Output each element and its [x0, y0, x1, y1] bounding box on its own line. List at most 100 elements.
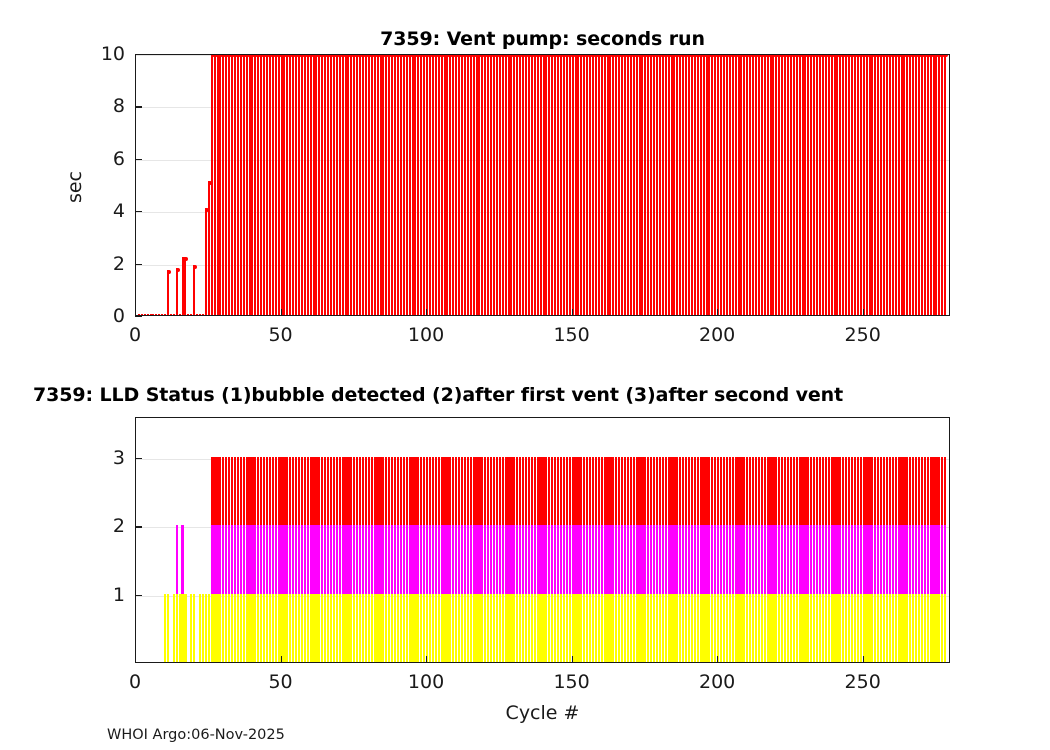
- status-bar-segment: [830, 525, 833, 594]
- status-bar-segment: [487, 593, 490, 662]
- status-bar-segment: [268, 525, 271, 594]
- status-bar-segment: [548, 593, 551, 662]
- stem-marker: [784, 55, 789, 57]
- stem-bar: [696, 55, 699, 315]
- status-bar-segment: [749, 525, 752, 594]
- status-bar-segment: [725, 457, 728, 526]
- status-bar-segment: [938, 457, 941, 526]
- status-bar-segment: [239, 457, 242, 526]
- status-bar-segment: [722, 593, 726, 662]
- status-bar-segment: [880, 525, 883, 594]
- stem-bar: [801, 55, 804, 315]
- stem-marker: [388, 55, 393, 57]
- stem-marker: [356, 55, 361, 57]
- stem-bar: [644, 55, 647, 315]
- stem-bar: [257, 55, 260, 315]
- status-bar-segment: [385, 525, 388, 594]
- stem-bar: [551, 55, 554, 315]
- stem-marker: [248, 55, 253, 57]
- stem-marker: [408, 55, 413, 57]
- status-bar-segment: [428, 593, 432, 662]
- status-bar-segment: [891, 525, 894, 594]
- status-bar-segment: [912, 457, 915, 526]
- stem-bar: [199, 314, 202, 315]
- stem-bar: [493, 55, 496, 315]
- status-bar-segment: [184, 593, 187, 662]
- stem-bar: [330, 55, 333, 315]
- status-bar-segment: [172, 593, 175, 662]
- stem-marker: [513, 55, 518, 57]
- status-bar-segment: [778, 525, 781, 594]
- status-bar-segment: [353, 457, 356, 526]
- status-bar-segment: [423, 525, 426, 594]
- stem-marker: [280, 55, 285, 57]
- stem-bar: [152, 314, 155, 315]
- stem-marker: [685, 55, 690, 57]
- status-bar-segment: [769, 593, 772, 662]
- status-bar-segment: [166, 593, 170, 662]
- stem-bar: [743, 55, 746, 315]
- x-tick-mark: [862, 309, 864, 316]
- stem-bar: [923, 55, 926, 315]
- stem-bar: [757, 55, 760, 315]
- status-bar-segment: [463, 457, 466, 526]
- status-bar-segment: [626, 593, 629, 662]
- status-bar-segment: [597, 457, 600, 526]
- stem-marker: [385, 55, 390, 57]
- status-bar-segment: [644, 525, 647, 594]
- stem-bar: [522, 55, 525, 315]
- status-bar-segment: [344, 593, 347, 662]
- stem-marker: [437, 55, 442, 57]
- status-bar-segment: [289, 593, 292, 662]
- stem-marker: [187, 315, 191, 316]
- status-bar-segment: [516, 457, 519, 526]
- status-bar-segment: [559, 457, 563, 526]
- stem-bar: [760, 55, 763, 315]
- stem-bar: [734, 55, 737, 315]
- stem-bar: [862, 55, 865, 315]
- status-bar-segment: [510, 525, 513, 594]
- status-bar-segment: [457, 593, 461, 662]
- status-bar-segment: [862, 525, 865, 594]
- status-bar-segment: [827, 525, 830, 594]
- status-bar-segment: [324, 593, 327, 662]
- status-bar-segment: [481, 457, 484, 526]
- status-bar-segment: [743, 457, 746, 526]
- stem-marker: [722, 55, 727, 57]
- status-bar-segment: [754, 593, 758, 662]
- stem-bar: [434, 55, 437, 315]
- status-bar-segment: [856, 457, 859, 526]
- status-bar-segment: [251, 525, 254, 594]
- stem-marker: [373, 55, 378, 57]
- status-bar-segment: [693, 525, 696, 594]
- status-bar-segment: [399, 593, 402, 662]
- status-bar-segment: [757, 525, 760, 594]
- status-bar-segment: [297, 457, 301, 526]
- x-tick-mark: [426, 309, 428, 316]
- status-bar-segment: [324, 457, 327, 526]
- stem-marker: [179, 315, 183, 316]
- stem-marker: [839, 55, 844, 57]
- status-bar-segment: [661, 457, 664, 526]
- stem-marker: [877, 55, 882, 57]
- status-bar-segment: [420, 525, 423, 594]
- status-bar-segment: [356, 593, 359, 662]
- stem-marker: [554, 55, 559, 57]
- status-bar-segment: [772, 457, 775, 526]
- status-bar-segment: [175, 593, 178, 662]
- status-bar-segment: [265, 593, 269, 662]
- stem-bar: [140, 314, 143, 315]
- status-bar-segment: [711, 593, 714, 662]
- stem-bar: [236, 55, 239, 315]
- stem-marker: [635, 55, 640, 57]
- y-tick-mark: [135, 158, 142, 161]
- stem-marker: [350, 55, 355, 57]
- stem-marker: [458, 55, 463, 57]
- status-bar-segment: [559, 593, 563, 662]
- status-bar-segment: [286, 457, 289, 526]
- status-bar-segment: [466, 593, 469, 662]
- status-bar-segment: [469, 457, 472, 526]
- stem-marker: [778, 55, 783, 57]
- status-bar-segment: [440, 525, 443, 594]
- stem-marker: [298, 55, 302, 57]
